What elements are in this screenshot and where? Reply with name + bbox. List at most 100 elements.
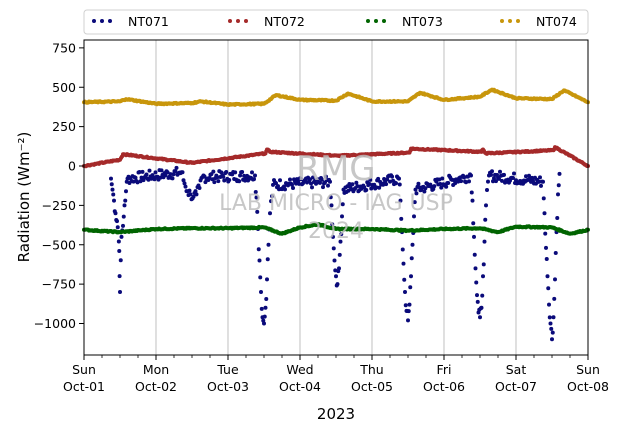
legend-marker xyxy=(500,19,504,23)
x-tick-day-label: Fri xyxy=(437,362,452,377)
data-point xyxy=(109,182,114,187)
data-point xyxy=(485,187,489,192)
data-point xyxy=(438,181,443,186)
data-point xyxy=(337,252,342,257)
data-point xyxy=(274,181,278,186)
data-point xyxy=(340,214,344,219)
data-point xyxy=(328,195,333,200)
data-point xyxy=(332,258,337,263)
legend: NT071 NT072 NT073 NT074 xyxy=(83,9,589,35)
data-point xyxy=(412,214,416,219)
data-point xyxy=(140,169,145,174)
x-tick-day-label: Tue xyxy=(216,362,239,377)
data-point xyxy=(355,184,360,189)
data-point xyxy=(118,290,122,294)
data-point xyxy=(524,174,528,179)
data-point xyxy=(542,211,547,216)
data-point xyxy=(482,239,487,244)
data-point xyxy=(257,258,262,263)
data-point xyxy=(268,211,272,216)
data-point xyxy=(484,203,488,208)
data-point xyxy=(399,216,404,221)
data-point xyxy=(320,177,324,182)
data-point xyxy=(340,202,345,207)
data-point xyxy=(250,170,254,175)
data-point xyxy=(131,179,136,184)
data-point xyxy=(480,293,485,298)
x-tick-day-label: Thu xyxy=(359,362,383,377)
data-point xyxy=(412,200,417,205)
data-point xyxy=(538,175,542,180)
data-point xyxy=(171,172,176,177)
data-point xyxy=(291,185,295,190)
data-point xyxy=(468,172,472,177)
x-axis: Sun Oct-01 Mon Oct-02 Tue Oct-03 Wed Oct-04 Thu O… xyxy=(63,355,609,394)
data-point xyxy=(311,175,315,180)
data-point xyxy=(158,175,163,180)
data-point xyxy=(336,269,341,274)
data-point xyxy=(321,185,325,190)
data-point xyxy=(216,179,221,184)
data-point xyxy=(212,180,217,185)
data-point xyxy=(381,182,386,187)
data-point xyxy=(437,177,442,182)
data-point xyxy=(474,280,479,285)
data-point xyxy=(555,216,560,221)
data-point xyxy=(112,198,116,203)
data-point xyxy=(556,183,561,188)
data-point xyxy=(138,179,143,184)
data-point xyxy=(511,175,515,180)
data-point xyxy=(486,179,490,184)
y-tick-label: −1000 xyxy=(34,316,76,331)
data-point xyxy=(364,187,369,192)
x-tick-date-label: Oct-03 xyxy=(207,379,249,394)
data-point xyxy=(324,174,328,179)
data-point xyxy=(492,176,496,181)
data-point xyxy=(269,199,273,204)
data-point xyxy=(159,168,164,173)
data-point xyxy=(144,172,149,177)
data-point xyxy=(530,175,534,180)
data-point xyxy=(193,189,198,194)
legend-marker xyxy=(108,19,112,23)
data-point xyxy=(478,315,482,320)
x-tick-day-label: Mon xyxy=(143,362,169,377)
data-point xyxy=(464,180,468,185)
data-point xyxy=(422,189,427,194)
data-point xyxy=(137,170,142,175)
data-point xyxy=(146,177,151,182)
x-tick-date-label: Oct-01 xyxy=(63,379,105,394)
data-point xyxy=(110,187,115,192)
data-point xyxy=(168,172,173,177)
data-point xyxy=(377,185,382,190)
series-nt074 xyxy=(82,87,590,108)
data-point xyxy=(173,169,178,174)
data-point xyxy=(170,176,175,181)
data-point xyxy=(478,306,483,311)
data-point xyxy=(500,178,504,183)
y-tick-label: −750 xyxy=(42,277,76,292)
data-point xyxy=(182,181,187,186)
data-point xyxy=(350,182,355,187)
legend-marker xyxy=(92,19,96,23)
data-point xyxy=(224,169,229,174)
data-point xyxy=(266,242,271,247)
data-point xyxy=(408,285,413,290)
data-point xyxy=(384,182,389,187)
watermark-line: LAB MICRO - IAG USP xyxy=(219,191,453,216)
data-point xyxy=(253,173,257,178)
legend-marker xyxy=(516,19,520,23)
data-point xyxy=(481,262,486,267)
data-point xyxy=(331,234,335,239)
data-point xyxy=(233,170,238,175)
data-point xyxy=(255,209,260,214)
legend-marker xyxy=(244,19,248,23)
data-point xyxy=(165,170,170,175)
data-series xyxy=(82,87,590,342)
data-point xyxy=(537,179,541,184)
data-point xyxy=(545,274,550,279)
data-point xyxy=(238,173,243,178)
data-point xyxy=(414,191,419,196)
data-point xyxy=(498,169,502,174)
data-point xyxy=(290,182,294,187)
